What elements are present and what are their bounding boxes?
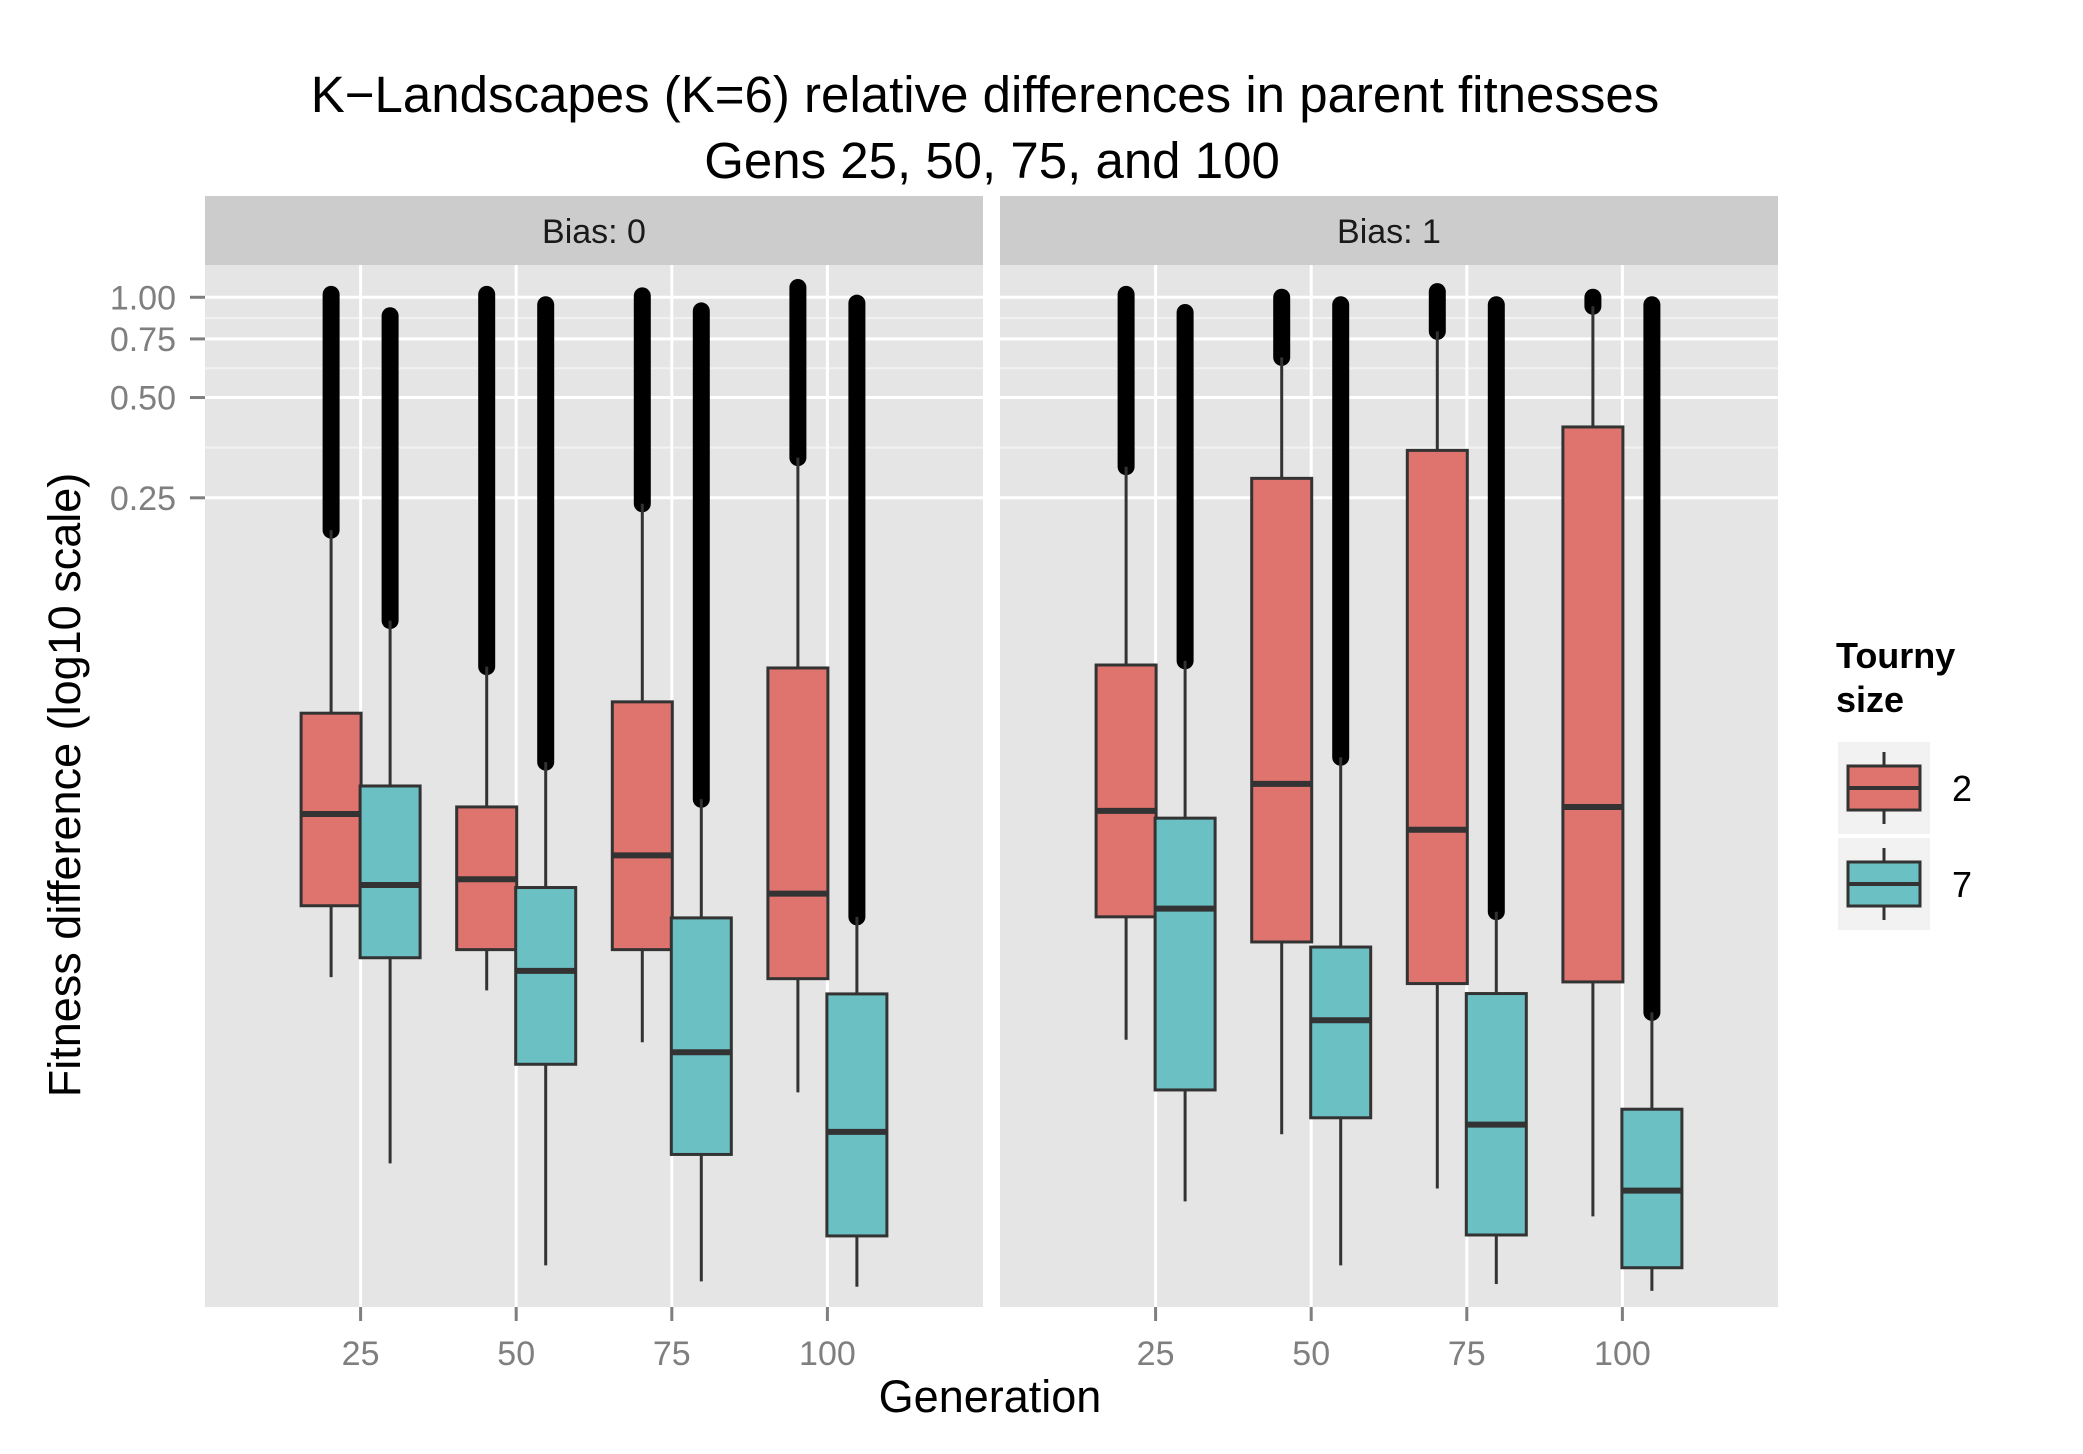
panel-bias-0-strip xyxy=(205,196,983,265)
box-7-gen-50 xyxy=(1309,296,1373,1266)
box-iqr xyxy=(1561,425,1625,984)
box-iqr xyxy=(766,666,830,981)
panel-bias-1 xyxy=(1000,265,1778,1307)
panel-bias-1-strip-label: Bias: 1 xyxy=(1337,213,1441,251)
box-iqr xyxy=(358,784,422,960)
box-7-gen-75 xyxy=(669,302,733,1282)
legend-key-2 xyxy=(1838,742,1930,834)
y-tick-label: 0.75 xyxy=(110,321,176,359)
box-7-gen-100 xyxy=(825,294,889,1287)
box-2-gen-100 xyxy=(1561,288,1625,1217)
x-tick-label: 25 xyxy=(1137,1335,1175,1373)
panel-bias-0-strip-label: Bias: 0 xyxy=(542,213,646,251)
chart-title: K−Landscapes (K=6) relative differences … xyxy=(311,66,1660,123)
y-tick-label: 1.00 xyxy=(110,279,176,317)
x-tick-label: 75 xyxy=(1448,1335,1486,1373)
box-iqr xyxy=(299,711,363,908)
box-2-gen-25 xyxy=(1094,285,1158,1040)
box-2-gen-50 xyxy=(455,285,519,991)
y-tick-label: 0.25 xyxy=(110,480,176,518)
panel-bias-1-strip xyxy=(1000,196,1778,265)
box-2-gen-100 xyxy=(766,278,830,1093)
box-iqr xyxy=(1464,992,1528,1237)
box-2-gen-50 xyxy=(1250,288,1314,1135)
box-7-gen-25 xyxy=(358,307,422,1164)
x-tick-label: 50 xyxy=(497,1335,535,1373)
box-iqr xyxy=(514,886,578,1066)
x-tick-label: 100 xyxy=(1594,1335,1651,1373)
legend-key-7 xyxy=(1838,838,1930,930)
legend-title-line2: size xyxy=(1836,679,1904,720)
x-tick-label: 100 xyxy=(799,1335,856,1373)
box-iqr xyxy=(825,992,889,1238)
legend: 27 xyxy=(1838,742,1972,930)
y-tick-label: 0.50 xyxy=(110,380,176,418)
box-7-gen-100 xyxy=(1620,296,1684,1291)
box-7-gen-75 xyxy=(1464,296,1528,1285)
box-7-gen-25 xyxy=(1153,304,1217,1202)
box-iqr xyxy=(610,700,674,952)
box-2-gen-75 xyxy=(1405,283,1469,1189)
box-iqr xyxy=(1094,663,1158,919)
box-iqr xyxy=(1405,448,1469,986)
y-axis: 1.00 0.75 0.50 0.25 xyxy=(110,279,205,518)
x-axis: 25 50 75 100 25 50 75 100 xyxy=(342,1307,1651,1373)
x-tick-label: 25 xyxy=(342,1335,380,1373)
box-iqr xyxy=(1153,816,1217,1092)
box-2-gen-75 xyxy=(610,287,674,1043)
x-tick-label: 50 xyxy=(1292,1335,1330,1373)
y-axis-title: Fitness difference (log10 scale) xyxy=(39,473,90,1098)
x-tick-label: 75 xyxy=(653,1335,691,1373)
box-7-gen-50 xyxy=(514,296,578,1266)
box-2-gen-25 xyxy=(299,285,363,978)
box-iqr xyxy=(1250,476,1314,944)
box-iqr xyxy=(669,916,733,1156)
legend-title-line1: Tourny xyxy=(1836,635,1955,676)
box-iqr xyxy=(1309,945,1373,1120)
legend-label-2: 2 xyxy=(1952,768,1972,809)
chart-subtitle: Gens 25, 50, 75, and 100 xyxy=(704,132,1280,189)
legend-label-7: 7 xyxy=(1952,864,1972,905)
panel-bias-0 xyxy=(205,265,983,1307)
x-axis-title: Generation xyxy=(879,1371,1102,1422)
